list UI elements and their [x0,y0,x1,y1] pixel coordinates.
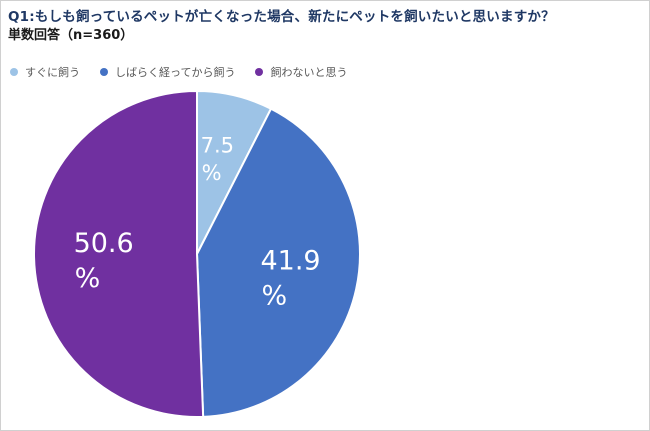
chart-legend: すぐに飼う しばらく経ってから飼う 飼わないと思う [10,64,367,80]
legend-label: すぐに飼う [25,66,80,79]
slice-label-unit: % [261,281,287,312]
legend-item-immediately: すぐに飼う [10,64,80,80]
legend-item-will-not-keep: 飼わないと思う [255,64,347,80]
legend-marker [10,68,18,76]
slice-data-label: 7.5% [201,134,234,185]
pie-slice [195,107,361,418]
chart-title: Q1:もしも飼っているペットが亡くなった場合、新たにペットを飼いたいと思いますか… [8,9,555,25]
legend-label: 飼わないと思う [270,66,348,79]
slice-label-value: 7.5 [201,134,234,158]
legend-marker [255,68,264,76]
chart-subtitle: 単数回答（n=360） [8,28,134,43]
legend-item-after-a-while: しばらく経ってから飼う [100,64,235,80]
slice-label-value: 50.6 [74,228,134,259]
slice-data-label: 50.6% [74,228,134,294]
slice-label-value: 41.9 [260,246,320,277]
pie-slice [33,89,205,418]
legend-marker [100,68,108,76]
slice-label-unit: % [75,263,101,294]
slice-data-label: 41.9% [260,246,320,312]
legend-label: しばらく経ってから飼う [115,66,236,79]
slice-label-unit: % [202,161,222,185]
